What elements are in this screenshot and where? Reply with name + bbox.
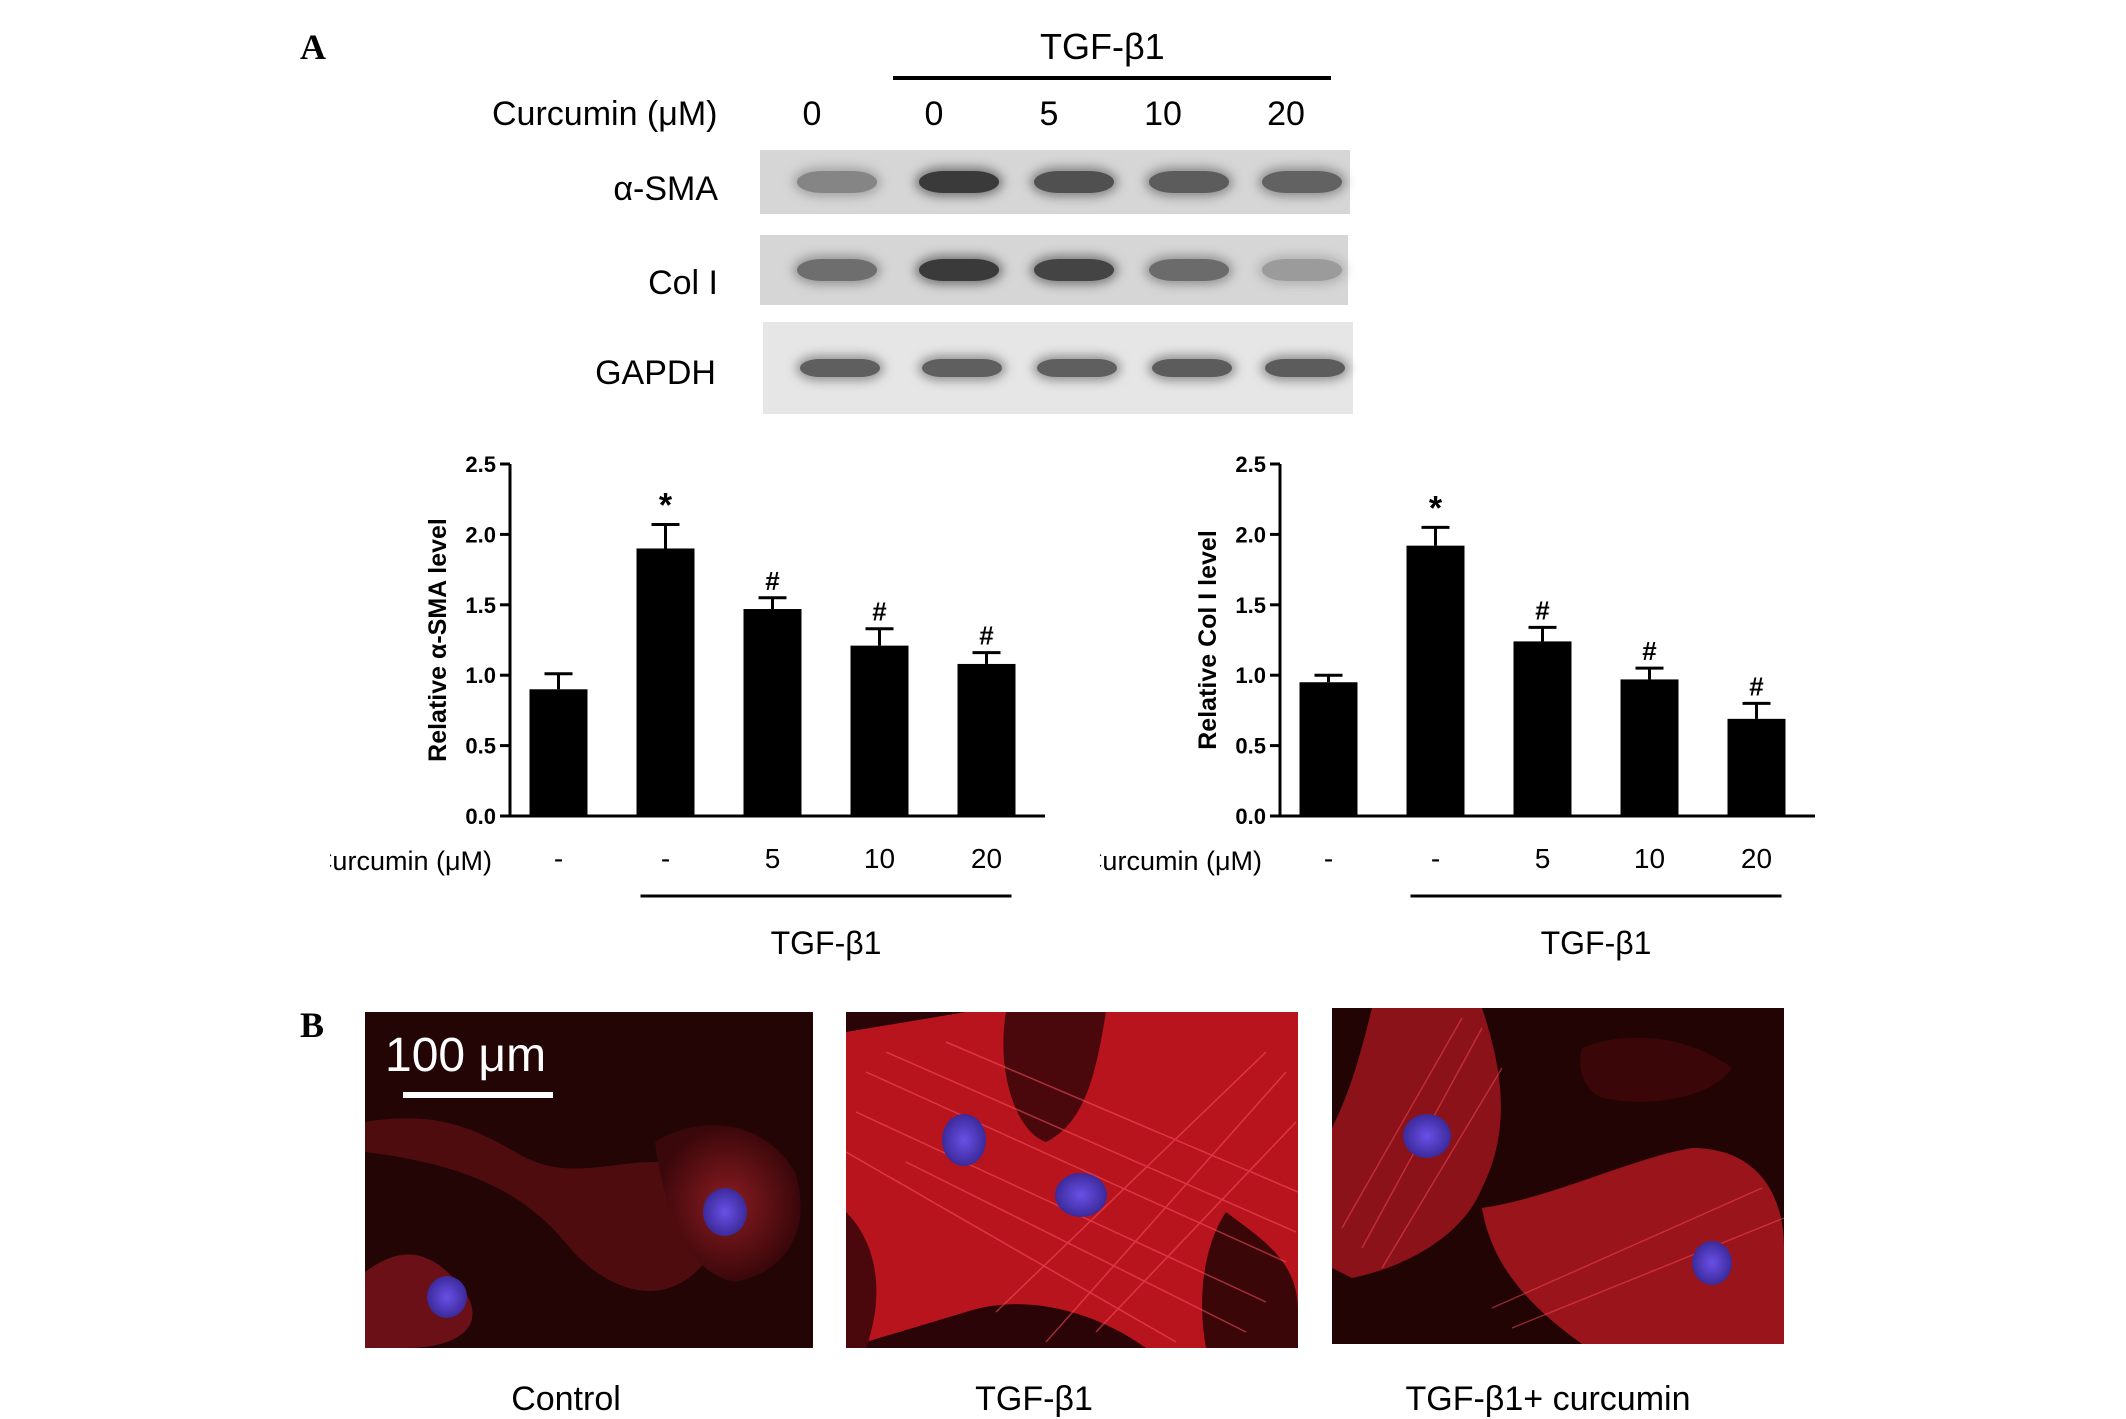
x-tick-label: 5 <box>765 843 781 874</box>
bar <box>957 663 1016 816</box>
blot-band <box>1149 259 1229 281</box>
micrograph-tgfb1 <box>846 1012 1298 1348</box>
blot-strip-gapdh <box>763 322 1353 414</box>
micrograph-tgfb1-image <box>846 1012 1298 1348</box>
blot-conc-1: 0 <box>924 95 944 133</box>
blot-band <box>919 259 999 281</box>
y-tick-label: 0.0 <box>465 804 496 829</box>
y-tick-label: 2.5 <box>465 452 496 477</box>
bar <box>1727 718 1786 816</box>
bar <box>743 609 802 816</box>
scale-bar-label: 100 μm <box>385 1029 547 1082</box>
bar <box>850 645 909 816</box>
panel-b-letter: B <box>300 1005 325 1045</box>
x-tick-label: - <box>554 843 563 874</box>
blot-band <box>1265 359 1345 377</box>
y-tick-label: 2.0 <box>1235 522 1266 547</box>
bar <box>1299 682 1358 816</box>
significance-mark: # <box>1535 595 1550 625</box>
y-tick-label: 2.0 <box>465 522 496 547</box>
blot-band <box>1152 359 1232 377</box>
blot-band <box>1037 359 1117 377</box>
x-tick-label: - <box>1431 843 1440 874</box>
y-tick-label: 1.0 <box>1235 663 1266 688</box>
y-axis-label: Relative α-SMA level <box>424 518 452 762</box>
blot-conc-0: 0 <box>802 95 822 133</box>
caption-control: Control <box>511 1380 621 1418</box>
caption-tgfb1-curcumin: TGF-β1+ curcumin <box>1405 1380 1691 1418</box>
blot-strip-asma <box>760 150 1350 214</box>
blot-conc-2: 5 <box>1039 95 1059 133</box>
y-tick-label: 2.5 <box>1235 452 1266 477</box>
significance-mark: # <box>765 566 780 596</box>
y-tick-label: 0.0 <box>1235 804 1266 829</box>
x-tick-label: 20 <box>1741 843 1772 874</box>
blot-strip-col1 <box>760 235 1348 305</box>
bar <box>1513 641 1572 816</box>
blot-band <box>1149 171 1229 193</box>
x-tick-label: 10 <box>1634 843 1665 874</box>
y-tick-label: 1.0 <box>465 663 496 688</box>
y-tick-label: 0.5 <box>465 734 496 759</box>
blot-treatment-line <box>893 76 1331 80</box>
y-tick-label: 0.5 <box>1235 734 1266 759</box>
significance-mark: # <box>979 621 994 651</box>
bar <box>1406 545 1465 816</box>
x-tick-label: 5 <box>1535 843 1551 874</box>
blot-conc-3: 10 <box>1144 95 1182 133</box>
bar <box>529 689 588 816</box>
micrograph-tgfb1-curcumin-image <box>1332 1008 1784 1344</box>
significance-mark: # <box>1642 636 1657 666</box>
x-tick-label: - <box>661 843 670 874</box>
blot-row-label-col1: Col I <box>648 264 718 302</box>
blot-band <box>797 171 877 193</box>
y-axis-label: Relative Col I level <box>1194 530 1222 750</box>
blot-row-label-gapdh: GAPDH <box>595 354 716 392</box>
micrograph-control: 100 μm <box>365 1012 813 1348</box>
x-prefix-label: Curcumin (μM) <box>1100 846 1262 876</box>
blot-row-label-asma: α-SMA <box>613 170 718 208</box>
x-tick-label: - <box>1324 843 1333 874</box>
y-tick-label: 1.5 <box>1235 593 1266 618</box>
blot-band <box>1262 259 1342 281</box>
scale-bar <box>403 1092 553 1098</box>
micrograph-control-image <box>365 1012 813 1348</box>
blot-conc-header: Curcumin (μM) <box>492 95 718 133</box>
bar-chart-asma: 0.0 0.5 1.0 1.5 2.0 2.5 Relative α-SMA level - *… <box>330 452 1045 961</box>
bar-chart-col1: 0.0 0.5 1.0 1.5 2.0 2.5 Relative Col I level - *… <box>1100 452 1815 961</box>
group-label: TGF-β1 <box>1541 925 1652 961</box>
blot-band <box>797 259 877 281</box>
significance-mark: * <box>659 487 673 525</box>
significance-mark: * <box>1429 489 1443 527</box>
x-tick-label: 20 <box>971 843 1002 874</box>
x-prefix-label: Curcumin (μM) <box>330 846 492 876</box>
significance-mark: # <box>1749 671 1764 701</box>
panel-a-letter: A <box>300 27 326 67</box>
x-tick-label: 10 <box>864 843 895 874</box>
blot-band <box>1262 171 1342 193</box>
blot-band <box>800 359 880 377</box>
bar <box>636 548 695 816</box>
blot-treatment-label: TGF-β1 <box>1040 26 1165 67</box>
bar <box>1620 679 1679 816</box>
y-tick-label: 1.5 <box>465 593 496 618</box>
blot-band <box>922 359 1002 377</box>
blot-band <box>1034 171 1114 193</box>
significance-mark: # <box>872 597 887 627</box>
caption-tgfb1: TGF-β1 <box>975 1380 1093 1418</box>
blot-band <box>919 171 999 193</box>
group-label: TGF-β1 <box>771 925 882 961</box>
blot-band <box>1034 259 1114 281</box>
blot-conc-4: 20 <box>1267 95 1305 133</box>
micrograph-tgfb1-curcumin <box>1332 1008 1784 1344</box>
